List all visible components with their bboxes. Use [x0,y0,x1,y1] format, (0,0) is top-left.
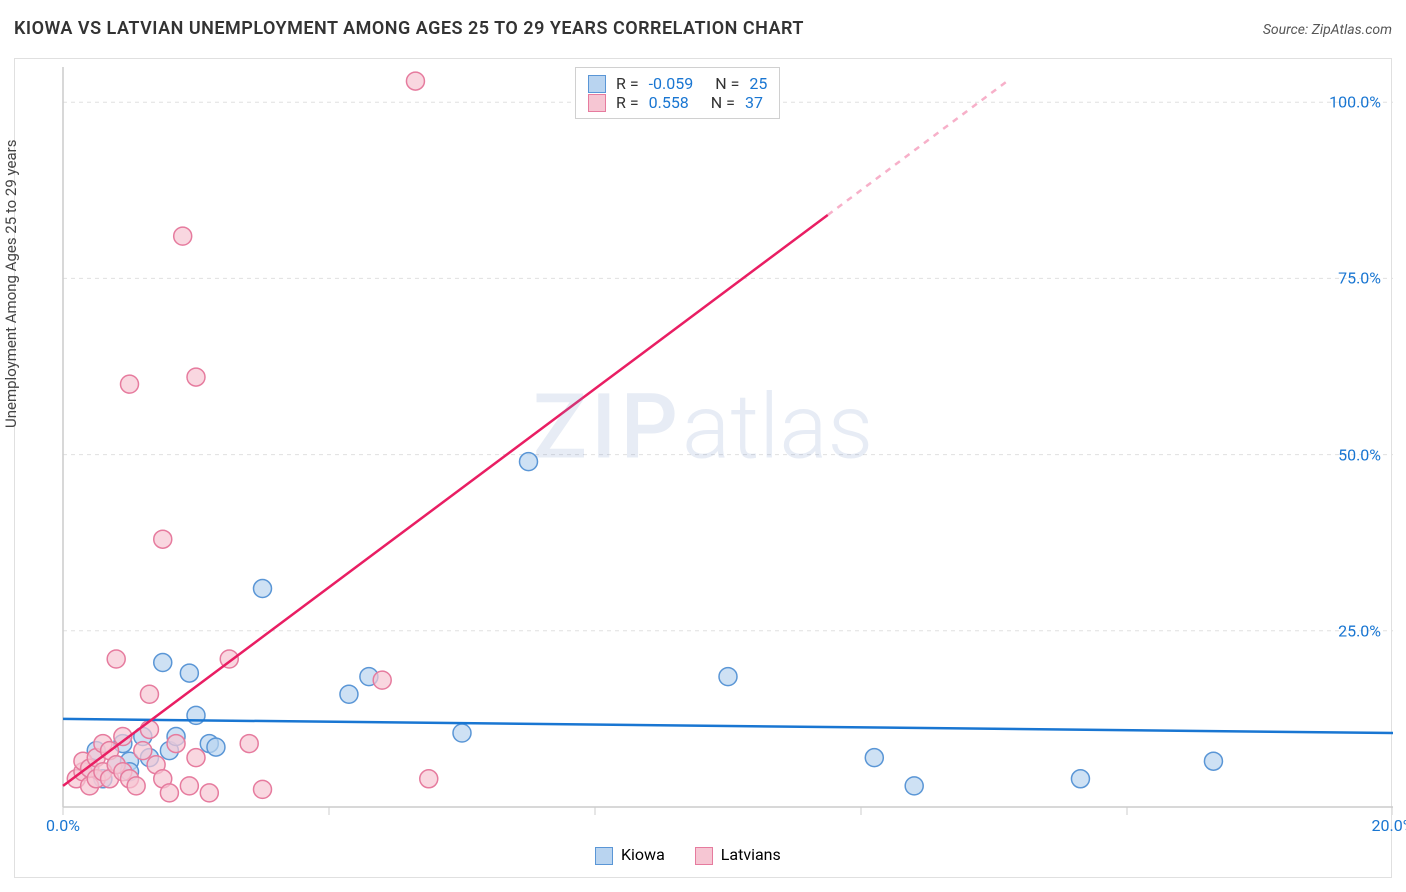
legend-swatch [595,847,613,865]
data-point [180,664,198,682]
legend-label: Kiowa [621,845,665,864]
x-tick-label: 20.0% [1372,816,1406,835]
n-value: 37 [745,93,763,112]
legend-swatch [588,75,606,93]
data-point [160,784,178,802]
data-point [240,735,258,753]
data-point [905,777,923,795]
correlation-legend: R = -0.059 N = 25 R = 0.558 N = 37 [575,67,780,119]
data-point [107,650,125,668]
data-point [207,738,225,756]
data-point [200,784,218,802]
data-point [340,685,358,703]
data-point [127,777,145,795]
legend-swatch [695,847,713,865]
data-point [1204,752,1222,770]
data-point [719,668,737,686]
data-point [406,72,424,90]
data-point [121,375,139,393]
data-point [154,530,172,548]
data-point [865,749,883,767]
legend-item: Latvians [695,845,781,865]
x-tick-label: 0.0% [46,816,80,835]
chart-container: Unemployment Among Ages 25 to 29 years Z… [14,58,1392,878]
r-label: R = [616,74,639,93]
data-point [453,724,471,742]
data-point [167,735,185,753]
n-label: N = [711,93,735,112]
data-point [254,780,272,798]
y-tick-label: 75.0% [1338,269,1381,288]
regression-line-extrapolated [828,81,1008,215]
data-point [180,777,198,795]
n-value: 25 [749,74,767,93]
r-value: -0.059 [649,74,694,93]
data-point [187,749,205,767]
scatter-plot-svg [15,59,1393,877]
data-point [420,770,438,788]
legend-row: R = 0.558 N = 37 [588,93,767,112]
regression-line [63,719,1393,733]
data-point [140,685,158,703]
r-value: 0.558 [649,93,689,112]
data-point [140,720,158,738]
chart-header: KIOWA VS LATVIAN UNEMPLOYMENT AMONG AGES… [14,18,1392,39]
r-label: R = [616,93,639,112]
data-point [520,453,538,471]
legend-row: R = -0.059 N = 25 [588,74,767,93]
source-label: Source: ZipAtlas.com [1263,22,1392,38]
data-point [187,368,205,386]
legend-label: Latvians [721,845,781,864]
chart-title: KIOWA VS LATVIAN UNEMPLOYMENT AMONG AGES… [14,18,804,39]
data-point [187,706,205,724]
data-point [154,654,172,672]
legend-item: Kiowa [595,845,665,865]
n-label: N = [715,74,739,93]
legend-swatch [588,94,606,112]
data-point [373,671,391,689]
series-legend: Kiowa Latvians [595,845,781,865]
y-tick-label: 100.0% [1329,93,1381,112]
data-point [1071,770,1089,788]
y-tick-label: 25.0% [1338,621,1381,640]
regression-line [63,215,828,786]
data-point [254,580,272,598]
data-point [174,227,192,245]
data-point [134,742,152,760]
y-tick-label: 50.0% [1338,445,1381,464]
